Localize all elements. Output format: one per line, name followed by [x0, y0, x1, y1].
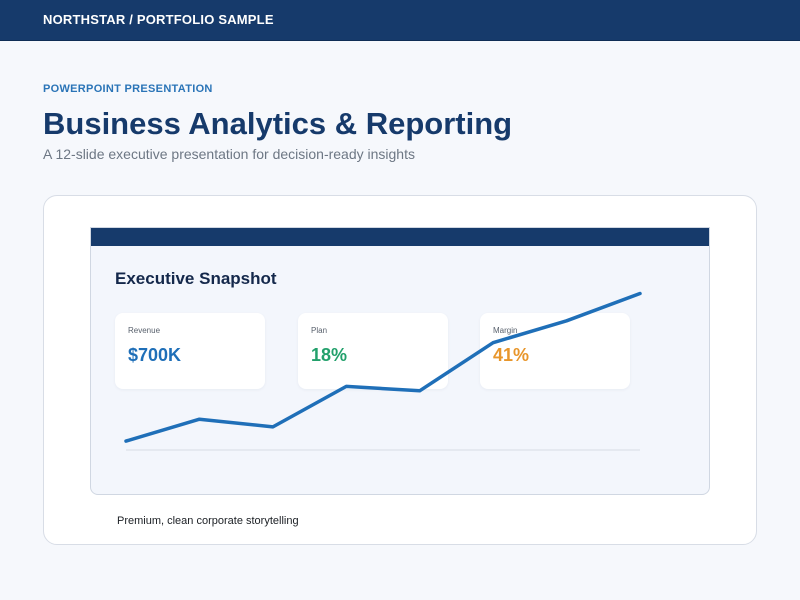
- brand-breadcrumb[interactable]: NORTHSTAR / PORTFOLIO SAMPLE: [43, 12, 274, 27]
- kpi-label: Revenue: [128, 326, 161, 335]
- category-label: POWERPOINT PRESENTATION: [43, 83, 213, 95]
- kpi-value: $700K: [128, 345, 182, 365]
- top-bar: NORTHSTAR / PORTFOLIO SAMPLE: [0, 0, 800, 41]
- slide-preview[interactable]: Executive Snapshot Revenue $700K Plan 18…: [90, 227, 710, 495]
- page-title: Business Analytics & Reporting: [43, 106, 513, 141]
- trend-line-chart: [124, 291, 642, 451]
- kpi-label: Plan: [311, 326, 328, 335]
- series-line: [124, 291, 642, 443]
- kpi-card-revenue: Revenue $700K: [115, 313, 265, 389]
- page-subtitle: A 12-slide executive presentation for de…: [43, 146, 415, 162]
- kpi-value: 41%: [493, 345, 530, 365]
- kpi-label: Margin: [493, 326, 518, 335]
- kpi-value: 18%: [311, 345, 348, 365]
- slide-caption: Premium, clean corporate storytelling: [117, 515, 299, 527]
- kpi-card-plan: Plan 18%: [298, 313, 448, 389]
- slide-header-bar: [91, 228, 709, 246]
- slide-title: Executive Snapshot: [115, 269, 277, 288]
